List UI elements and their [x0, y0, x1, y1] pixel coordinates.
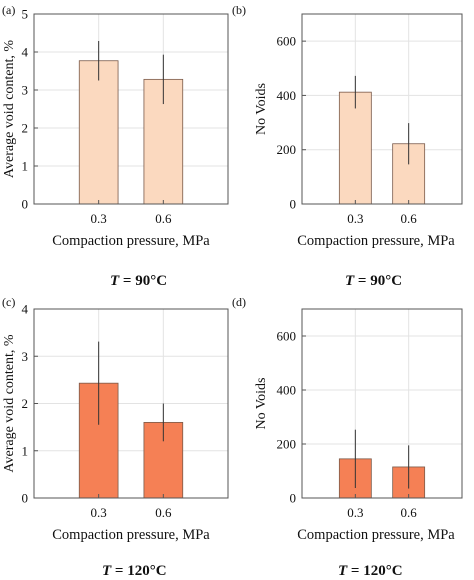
caption-value: = 120°C: [111, 563, 166, 579]
caption-variable: T: [345, 273, 355, 289]
x-tick-label: 0.3: [91, 211, 107, 226]
panel-label-c: (c): [2, 295, 15, 309]
y-tick-label: 2: [22, 121, 29, 136]
x-tick-label: 0.3: [347, 505, 363, 520]
x-tick-label: 0.6: [401, 505, 418, 520]
y-tick-label: 1: [22, 443, 29, 458]
y-tick-label: 400: [277, 383, 297, 398]
x-tick-label: 0.3: [91, 505, 107, 520]
plot-border: [33, 13, 229, 205]
panel-b: (b) 0 200 400 600 0.3 0.6 Compaction pressure,…: [232, 3, 463, 249]
plot-area: [301, 308, 463, 499]
row-caption-90-b: T = 90°C: [345, 273, 402, 289]
y-tick-label: 3: [22, 349, 29, 364]
y-tick-label: 600: [277, 34, 297, 49]
caption-variable: T: [110, 273, 120, 289]
chart-d: 0 200 400 600 0.3 0.6 Compaction pressure, MPa…: [254, 308, 463, 543]
x-tick-label: 0.6: [155, 505, 172, 520]
caption-value: = 120°C: [347, 563, 402, 579]
panel-c: (c) 0 1 2 3 4 0.3 0.6 Compaction pressure, MPa A…: [2, 295, 229, 543]
chart-c: 0 1 2 3 4 0.3 0.6 Compaction pressure, MPa Avera…: [2, 302, 229, 543]
y-axis-label: No Voids: [254, 83, 269, 135]
y-tick-label: 200: [277, 142, 297, 157]
x-axis-label: Compaction pressure, MPa: [297, 527, 455, 543]
chart-b: 0 200 400 600 0.3 0.6 Compaction pressure, MPa…: [254, 13, 463, 249]
bar: [78, 60, 119, 205]
x-axis-label: Compaction pressure, MPa: [52, 233, 210, 249]
y-tick-label: 1: [22, 159, 29, 174]
y-tick-label: 0: [22, 197, 29, 212]
y-tick-label: 200: [277, 437, 297, 452]
y-tick-label: 400: [277, 88, 297, 103]
y-tick-label: 2: [22, 396, 29, 411]
caption-value: = 90°C: [354, 273, 402, 289]
y-tick-label: 600: [277, 329, 297, 344]
y-axis-label: Average void content, %: [2, 40, 17, 178]
plot-area: [301, 13, 463, 205]
plot-border: [301, 13, 463, 205]
plot-border: [301, 308, 463, 499]
y-tick-label: 0: [290, 491, 297, 506]
x-tick-label: 0.3: [347, 211, 363, 226]
caption-variable: T: [338, 563, 348, 579]
row-caption-120-b: T = 120°C: [338, 563, 403, 579]
plot-area: [33, 13, 229, 205]
y-tick-label: 0: [22, 491, 29, 506]
panel-label-d: (d): [232, 295, 246, 309]
x-tick-label: 0.6: [155, 211, 172, 226]
caption-value: = 90°C: [119, 273, 167, 289]
y-tick-label: 4: [22, 302, 29, 317]
x-axis-label: Compaction pressure, MPa: [297, 233, 455, 249]
y-tick-label: 3: [22, 83, 29, 98]
panel-label-a: (a): [2, 3, 15, 17]
y-axis-label: No Voids: [254, 377, 269, 429]
y-axis-label: Average void content, %: [2, 334, 17, 472]
row-caption-90: T = 90°C: [110, 273, 167, 289]
y-tick-label: 5: [22, 7, 29, 22]
y-tick-label: 0: [290, 197, 297, 212]
panel-a: (a) 0 1 2 3 4 5 0.3 0.6 Compaction pressure, MPa…: [2, 3, 229, 249]
row-caption-120: T = 120°C: [102, 563, 167, 579]
bar: [338, 91, 372, 205]
caption-variable: T: [102, 563, 112, 579]
x-axis-label: Compaction pressure, MPa: [52, 527, 210, 543]
y-tick-label: 4: [22, 45, 29, 60]
panel-d: (d) 0 200 400 600 0.3 0.6 Compaction pressure,…: [232, 295, 463, 543]
chart-a: 0 1 2 3 4 5 0.3 0.6 Compaction pressure, MPa Aver…: [2, 7, 229, 249]
panel-label-b: (b): [232, 3, 246, 17]
x-tick-label: 0.6: [401, 211, 418, 226]
